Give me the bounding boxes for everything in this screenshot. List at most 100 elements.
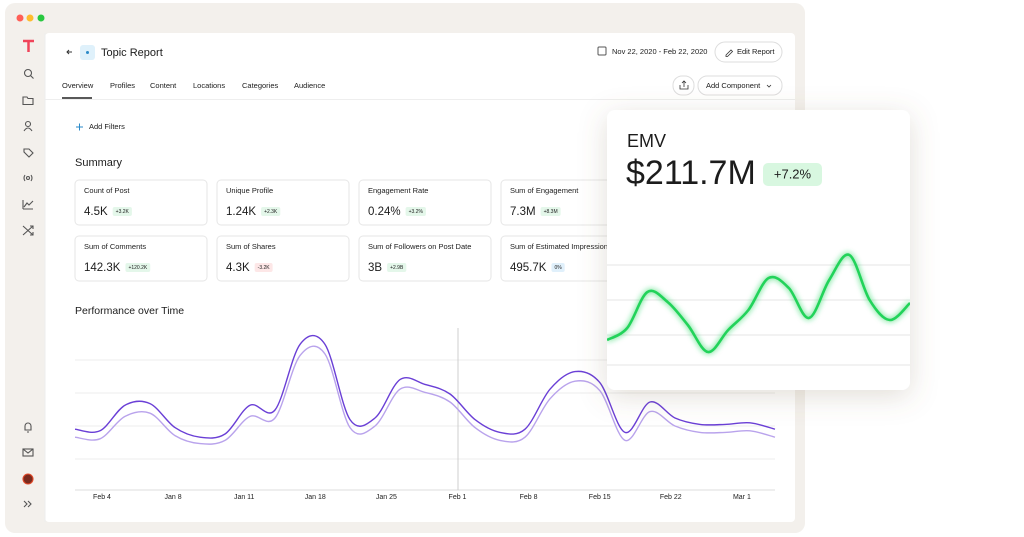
card-change: +3.2% <box>409 209 424 215</box>
card-value: 142.3K <box>84 262 121 274</box>
add-filters[interactable]: Add Filters <box>89 122 125 131</box>
user-icon[interactable] <box>24 120 32 128</box>
emv-line <box>607 253 910 354</box>
x-tick-label: Feb 1 <box>449 494 467 501</box>
card-change: 0% <box>554 265 562 271</box>
card-label: Unique Profile <box>226 186 273 195</box>
card-change-badge <box>112 207 132 216</box>
card-value: 3B <box>368 262 382 274</box>
card-change: +120.2K <box>128 265 147 271</box>
expand-icon[interactable] <box>23 500 32 508</box>
card-change-badge <box>125 263 151 272</box>
tabs: Overview Profiles Content Locations Categori… <box>62 81 325 90</box>
emv-grid <box>607 264 910 366</box>
topic-icon-dot <box>86 51 89 54</box>
chart-icon[interactable] <box>22 200 34 210</box>
card-value: 495.7K <box>510 262 547 274</box>
performance-line <box>74 345 776 445</box>
search-icon[interactable] <box>23 68 33 78</box>
chevron-icon <box>766 84 772 88</box>
x-tick-label: Jan 18 <box>305 494 326 501</box>
tab[interactable]: Audience <box>294 81 325 90</box>
card-change: +2.3K <box>264 209 278 215</box>
card-value: 4.5K <box>84 206 108 218</box>
card-change-badge <box>405 207 426 216</box>
card-change: +3.2K <box>116 209 130 215</box>
shuffle-icon[interactable] <box>22 225 34 236</box>
summary-card <box>74 179 208 226</box>
card-value: 4.3K <box>226 262 250 274</box>
edit-report-button[interactable] <box>714 41 783 63</box>
emv-label: EMV <box>627 131 666 151</box>
x-tick-label: Jan 11 <box>234 494 255 501</box>
card-value: 1.24K <box>226 206 256 218</box>
emv-card-bg <box>607 110 910 390</box>
performance-title: Performance over Time <box>75 305 184 317</box>
date-range[interactable]: Nov 22, 2020 - Feb 22, 2020 <box>612 47 707 56</box>
add-component-label: Add Component <box>706 81 761 90</box>
avatar[interactable] <box>22 473 34 485</box>
x-tick-label: Jan 8 <box>165 494 182 501</box>
export-button[interactable] <box>672 75 695 96</box>
x-tick-label: Mar 1 <box>733 494 751 501</box>
card-label: Sum of Comments <box>84 242 146 251</box>
tab[interactable]: Profiles <box>110 81 135 90</box>
emv-value: $211.7M <box>626 154 756 192</box>
signal-icon[interactable] <box>25 175 31 181</box>
tab[interactable]: Categories <box>242 81 279 90</box>
logo[interactable] <box>23 39 34 52</box>
maximize-dot[interactable] <box>37 14 45 22</box>
sidebar <box>22 39 34 508</box>
tag-icon[interactable] <box>23 148 34 158</box>
card-change: -3.2K <box>258 265 271 271</box>
x-tick-label: Jan 25 <box>376 494 397 501</box>
card-change: +8.3M <box>544 209 558 215</box>
pencil-icon <box>725 49 734 57</box>
card-change: +2.9B <box>390 265 404 271</box>
folder-icon[interactable] <box>22 96 34 106</box>
tab[interactable]: Locations <box>193 81 225 90</box>
card-label: Sum of Shares <box>226 242 276 251</box>
add-component-button[interactable] <box>697 75 783 96</box>
summary-cards: Count of Post 4.5K +3.2K Unique Profile 1.24… <box>74 179 634 282</box>
card-value: 7.3M <box>510 206 536 218</box>
bell-icon[interactable] <box>24 422 32 433</box>
export-icon <box>679 80 689 90</box>
x-tick-label: Feb 15 <box>589 494 611 501</box>
plus-icon <box>76 123 83 131</box>
card-change-badge <box>551 263 565 272</box>
emv-change-badge <box>763 163 822 186</box>
card-value: 0.24% <box>368 206 401 218</box>
emv-card: EMV $211.7M +7.2% <box>607 110 910 390</box>
back-arrow[interactable] <box>66 49 72 55</box>
summary-card <box>358 179 492 226</box>
calendar-icon <box>597 46 607 56</box>
card-change-badge <box>261 207 281 216</box>
emv-change: +7.2% <box>774 166 812 181</box>
close-dot[interactable] <box>16 14 24 22</box>
summary-title: Summary <box>75 157 123 169</box>
x-tick-label: Feb 22 <box>660 494 682 501</box>
x-tick-label: Feb 4 <box>93 494 111 501</box>
x-tick-label: Feb 8 <box>520 494 538 501</box>
tab[interactable]: Content <box>150 81 177 90</box>
mail-icon[interactable] <box>22 448 34 457</box>
card-change-badge <box>254 263 273 272</box>
card-label: Count of Post <box>84 186 130 195</box>
minimize-dot[interactable] <box>26 14 34 22</box>
emv-chart <box>607 253 910 354</box>
summary-card <box>74 235 208 282</box>
edit-report-label: Edit Report <box>737 47 775 56</box>
card-label: Engagement Rate <box>368 186 428 195</box>
card-change-badge <box>387 263 407 272</box>
tab[interactable]: Overview <box>62 81 94 90</box>
summary-card <box>216 235 350 282</box>
report-title: Topic Report <box>101 47 163 59</box>
card-label: Sum of Followers on Post Date <box>368 242 471 251</box>
summary-card <box>216 179 350 226</box>
card-label: Sum of Estimated Impressions <box>510 242 612 251</box>
card-change-badge <box>540 207 561 216</box>
performance-line <box>74 334 776 439</box>
